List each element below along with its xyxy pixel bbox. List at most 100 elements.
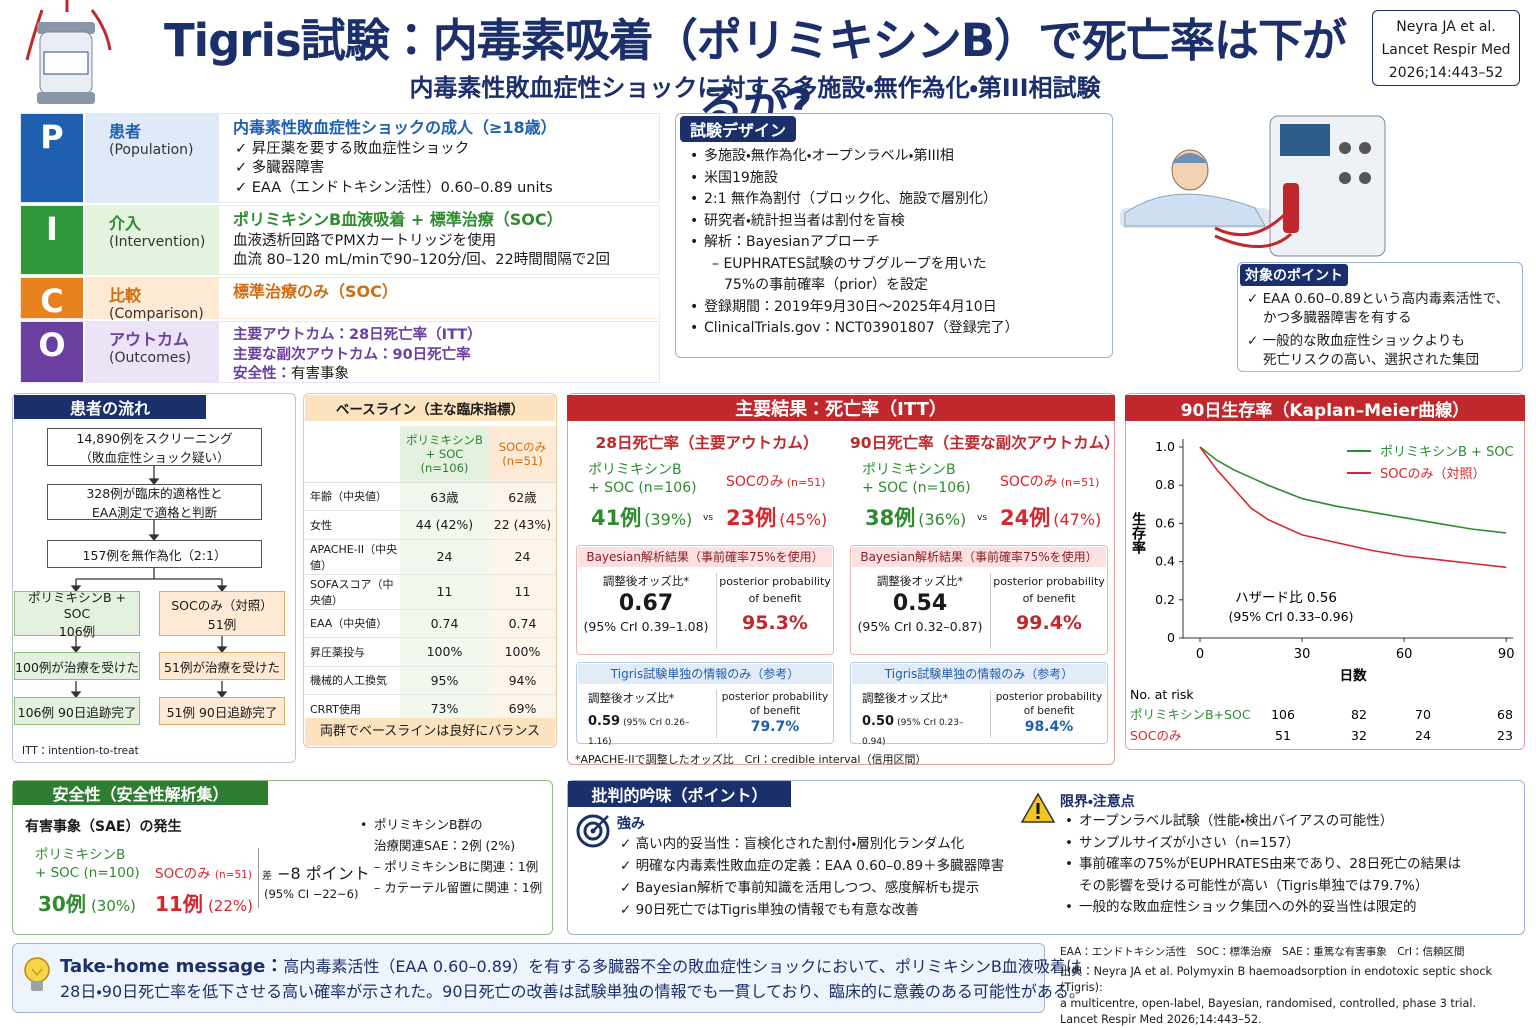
count: 11例 (155, 892, 203, 916)
or-ci: (95% CrI 0.32–0.87) (857, 619, 983, 634)
pp-label: of benefit (749, 705, 801, 717)
pico-item: 血流 80–120 mL/minで90–120分/回、22時間間隔で2回 (233, 252, 610, 268)
vs: vs (703, 513, 714, 523)
y-tick-label: 0.2 (1155, 592, 1175, 607)
pp-label: of benefit (1022, 592, 1076, 605)
flow-text: 100例が治療を受けた (15, 659, 139, 675)
limitation-item: その影響を受ける可能性が高い（Tigris単独では79.7%） (1079, 877, 1429, 894)
label-line: + SOC (n=106) (588, 480, 697, 496)
odds-ratio: 調整後オッズ比* 0.67 (95% CrI 0.39–1.08) (580, 573, 712, 634)
header-cell (304, 426, 400, 483)
source-line: a multicentre, open-label, Bayesian, ran… (1060, 997, 1477, 1010)
pct: (47%) (1053, 510, 1102, 529)
pico-label: アウトカム (Outcomes) (85, 322, 219, 382)
posterior: posterior probability of benefit 95.3% (718, 573, 832, 639)
target-line: 死亡リスクの高い、選択された集団 (1263, 352, 1479, 368)
pico: P 患者 (Population) 内毒素性敗血症性ショックの成人（≥18歳） ✓ 昇圧… (20, 113, 660, 383)
flow-arrows (70, 466, 228, 699)
pico-item-label: 安全性： (233, 366, 291, 382)
table-row: SOFAスコア（中央値） 11 11 (304, 574, 556, 610)
table-cell: 24 (488, 539, 556, 575)
tigris-title: Tigris試験単独の情報のみ（参考） (852, 664, 1106, 684)
bayes-title: Bayesian解析結果（事前確率75%を使用） (578, 547, 832, 567)
table-cell: 95% (400, 666, 489, 695)
table-cell: 22 (43%) (488, 510, 556, 540)
hazard-ci: (95% CrI 0.33–0.96) (1229, 609, 1354, 624)
count: 24例 (1000, 506, 1051, 530)
flow-pmx-followup: 106例 90日追跡完了 (14, 697, 140, 725)
pico-row: C 比較 (Comparison) 標準治療のみ（SOC） (20, 277, 660, 322)
safety-diff-ci: (95% CI −22~6) (264, 887, 359, 901)
table-cell: 0.74 (400, 609, 489, 638)
pico-heading: 内毒素性敗血症性ショックの成人（≥18歳） (233, 118, 557, 137)
or-line: 0.50 (95% CrI 0.23–0.94) (862, 710, 986, 748)
risk-title: No. at risk (1130, 687, 1194, 702)
risk-value: 24 (1415, 728, 1431, 743)
pico-item: ✓ 昇圧薬を要する敗血症性ショック (235, 140, 470, 157)
y-tick-label: 0.4 (1155, 554, 1175, 569)
pico-letter: O (21, 322, 83, 382)
flow-screening: 14,890例をスクリーニング （敗血症性ショック疑い） (47, 428, 262, 466)
divider (716, 573, 717, 649)
safety-pmx-label: ポリミキシンB + SOC (n=100) (35, 846, 140, 882)
km-chart: 0 0.2 0.4 0.6 0.8 1.0 0 30 60 90 日数 生存率 ポリミキシンB + SO… (1130, 439, 1514, 743)
table-row: 年齢（中央値） 63歳 62歳 (304, 482, 556, 511)
flow-text: 157例を無作為化（2:1） (82, 547, 227, 563)
count: 30例 (38, 892, 86, 916)
or-value: 0.54 (892, 591, 948, 616)
citation-line: Lancet Respir Med (1381, 42, 1511, 58)
note-line: – カテーテル留置に関連：1例 (374, 880, 543, 895)
soc-value: 23例 (45%) (726, 502, 827, 532)
table-cell: APACHE-II（中央値） (304, 539, 400, 575)
label-text: SOCのみ (726, 474, 784, 490)
y-tick-label: 0 (1167, 630, 1175, 645)
y-axis-label: 生存率 (1130, 511, 1146, 555)
pico-item: ✓ 多臓器障害 (235, 160, 325, 176)
patient-illustration (1120, 115, 1386, 257)
or-ci: (95% CrI 0.23–0.94) (862, 718, 964, 747)
count: 38例 (865, 506, 916, 530)
pico-label-ja: 介入 (109, 214, 142, 233)
km-box (1125, 393, 1525, 750)
pico-content: ポリミキシンB血液吸着 + 標準治療（SOC） 血液透析回路でPMXカートリッジを… (233, 210, 610, 271)
risk-value: 51 (1275, 728, 1291, 743)
panel-heading: 28日死亡率（主要アウトカム） (595, 434, 819, 452)
takehome-line: Take-home message：高内毒素活性（EAA 0.60–0.89）を… (60, 954, 1085, 979)
posterior: posterior probability of benefit 79.7% (718, 690, 832, 736)
critique-title: 批判的吟味（ポイント） (568, 781, 791, 807)
pct: (39%) (644, 510, 693, 529)
divider (990, 573, 991, 649)
design-item: 解析：Bayesianアプローチ (690, 232, 1019, 254)
flow-text: 14,890例をスクリーニング (76, 431, 233, 446)
hazard-ratio: ハザード比 0.56 (1235, 590, 1337, 606)
flow-pmx-treated: 100例が治療を受けた (14, 652, 140, 680)
odds-ratio: 調整後オッズ比* 0.59 (95% CrI 0.26–1.16) (580, 690, 712, 748)
x-tick-label: 30 (1294, 647, 1311, 662)
flow-pmx-arm: ポリミキシンB + SOC 106例 (14, 590, 140, 639)
table-cell: 62歳 (488, 482, 556, 511)
table-cell: 94% (488, 666, 556, 695)
flow-soc-arm: SOCのみ（対照） 51例 (159, 591, 285, 636)
table-cell: 0.74 (488, 609, 556, 638)
table-row: 昇圧薬投与 100% 100% (304, 637, 556, 667)
flow-soc-followup: 51例 90日追跡完了 (159, 697, 285, 725)
diff-label: 差 (262, 871, 272, 882)
pp-label: of benefit (748, 592, 802, 605)
panel-heading: 90日死亡率（主要な副次アウトカム） (850, 434, 1120, 452)
pp-value: 98.4% (1024, 719, 1074, 735)
target-line: ✓ EAA 0.60–0.89という高内毒素活性で、 (1247, 291, 1510, 307)
strength-item: ✓ Bayesian解析で事前知識を活用しつつ、感度解析も提示 (620, 880, 980, 896)
pp-label: posterior probability (721, 691, 829, 703)
bulb-icon (24, 957, 50, 991)
flow-text: 106例 90日追跡完了 (17, 704, 137, 720)
or-label: 調整後オッズ比* (588, 691, 675, 705)
baseline-table: ポリミキシンB + SOC (n=106) SOCのみ (n=51) 年齢（中央値） 63歳… (304, 426, 556, 724)
pico-label-en: (Population) (109, 142, 194, 158)
pp-label: of benefit (1023, 705, 1075, 717)
label-text: SOCのみ (155, 866, 211, 882)
design-item: 登録期間：2019年9月30日～2025年4月10日 (690, 297, 1019, 319)
safety-soc-label: SOCのみ (n=51) (155, 862, 252, 882)
table-header-row: ポリミキシンB + SOC (n=106) SOCのみ (n=51) (304, 426, 556, 483)
risk-label: SOCのみ (1130, 728, 1182, 743)
